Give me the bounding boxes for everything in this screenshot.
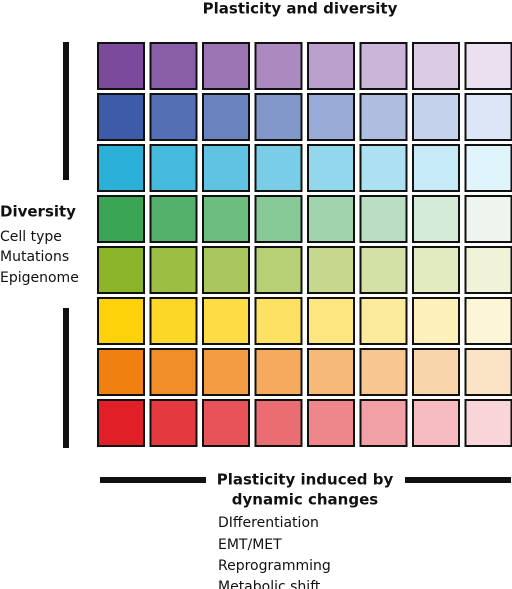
color-square [412,348,460,396]
color-square [307,348,355,396]
bottom-item: Metabolic shift [218,579,321,589]
color-square [149,348,198,396]
color-square [464,399,512,447]
left-heading: Diversity [0,203,76,221]
color-square [202,42,250,90]
color-square [202,246,250,294]
left-item: Mutations [0,249,69,265]
color-square [307,93,355,141]
color-square [254,144,303,192]
left-bar [63,308,69,448]
color-square [149,93,198,141]
color-square [307,399,355,447]
bottom-item: DIfferentiation [218,515,319,531]
color-square [202,399,250,447]
color-square [307,246,355,294]
color-square [307,297,355,345]
color-square [359,348,408,396]
color-square [307,42,355,90]
color-square [412,246,460,294]
color-square [254,195,303,243]
color-square [464,42,512,90]
color-square [149,42,198,90]
color-square [307,144,355,192]
title: Plasticity and diversity [203,0,398,18]
color-square [359,42,408,90]
color-square [412,42,460,90]
color-square [149,144,198,192]
color-square [464,93,512,141]
color-square [202,297,250,345]
color-square [359,144,408,192]
color-square [254,399,303,447]
color-square [97,399,145,447]
left-item: Cell type [0,229,62,245]
color-square [97,144,145,192]
color-square [412,399,460,447]
color-square [254,93,303,141]
bottom-heading: Plasticity induced by [217,471,394,489]
bottom-heading: dynamic changes [232,491,378,509]
color-square [464,144,512,192]
color-square [307,195,355,243]
color-square [464,195,512,243]
color-square [464,348,512,396]
color-square [412,195,460,243]
color-square [254,246,303,294]
color-square [359,399,408,447]
color-square [149,195,198,243]
color-square [149,297,198,345]
color-square [412,297,460,345]
color-grid [97,42,512,447]
bottom-item: EMT/MET [218,537,282,553]
left-bar [63,42,69,180]
color-square [97,246,145,294]
color-square [359,195,408,243]
color-square [97,42,145,90]
color-square [97,93,145,141]
color-square [97,348,145,396]
color-square [254,42,303,90]
color-square [464,246,512,294]
color-square [149,246,198,294]
color-square [149,399,198,447]
color-square [254,297,303,345]
left-item: Epigenome [0,270,79,286]
color-square [97,297,145,345]
color-square [202,144,250,192]
color-square [359,297,408,345]
color-square [412,144,460,192]
color-square [97,195,145,243]
color-square [202,348,250,396]
bottom-bar [405,477,511,483]
color-square [202,93,250,141]
color-square [202,195,250,243]
color-square [464,297,512,345]
bottom-item: Reprogramming [218,558,331,574]
bottom-bar [100,477,206,483]
color-square [254,348,303,396]
color-square [359,246,408,294]
color-square [412,93,460,141]
color-square [359,93,408,141]
